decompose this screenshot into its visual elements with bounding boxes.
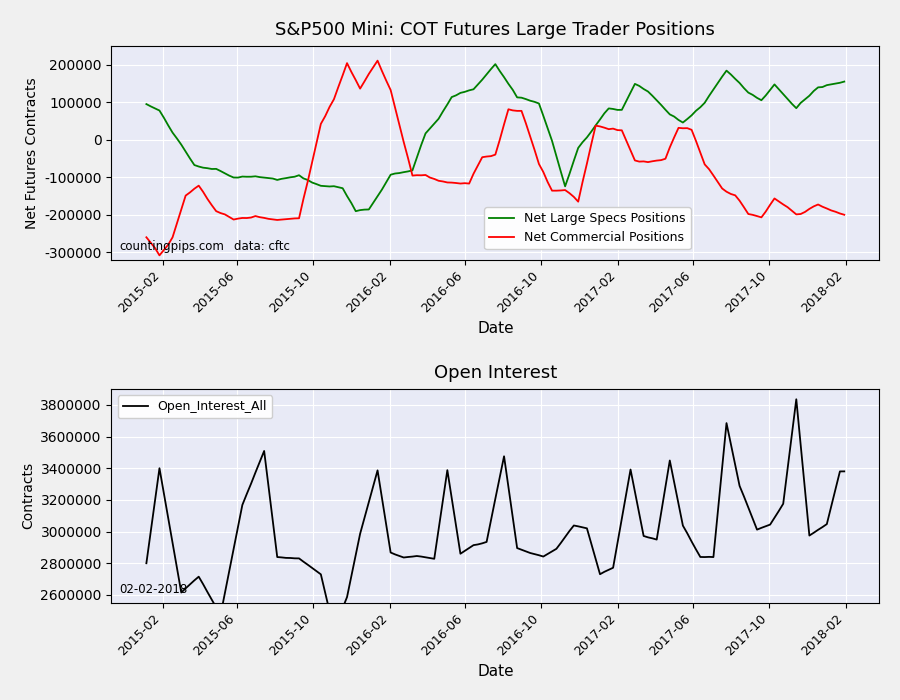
Text: data: cftc: data: cftc [234, 240, 290, 253]
Text: countingpips.com: countingpips.com [119, 240, 224, 253]
Title: S&P500 Mini: COT Futures Large Trader Positions: S&P500 Mini: COT Futures Large Trader Po… [275, 21, 716, 38]
Y-axis label: Net Futures Contracts: Net Futures Contracts [24, 77, 39, 229]
Line: Net Commercial Positions: Net Commercial Positions [147, 61, 844, 256]
Line: Net Large Specs Positions: Net Large Specs Positions [147, 64, 844, 211]
X-axis label: Date: Date [477, 321, 514, 336]
Text: 02-02-2018: 02-02-2018 [119, 583, 187, 596]
Title: Open Interest: Open Interest [434, 364, 557, 382]
Line: Open_Interest_All: Open_Interest_All [147, 399, 844, 630]
X-axis label: Date: Date [477, 664, 514, 679]
Legend: Net Large Specs Positions, Net Commercial Positions: Net Large Specs Positions, Net Commercia… [484, 207, 690, 249]
Legend: Open_Interest_All: Open_Interest_All [118, 395, 272, 418]
Y-axis label: Contracts: Contracts [21, 463, 35, 529]
